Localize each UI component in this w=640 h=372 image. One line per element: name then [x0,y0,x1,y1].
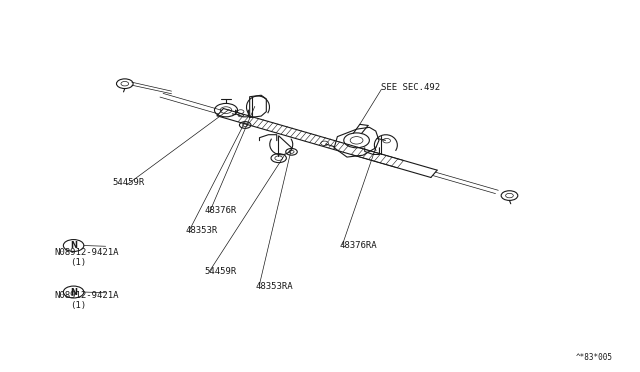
Text: 48353R: 48353R [186,226,218,235]
Text: 54459R: 54459R [112,178,144,187]
Text: 48376RA: 48376RA [339,241,377,250]
Text: N: N [70,288,77,296]
Text: (1): (1) [70,301,86,310]
Text: SEE SEC.492: SEE SEC.492 [381,83,440,92]
Text: N: N [70,241,77,250]
Text: ^*83*005: ^*83*005 [576,353,613,362]
Text: N08912-9421A: N08912-9421A [54,291,119,300]
Text: (1): (1) [70,258,86,267]
Text: 54459R: 54459R [205,267,237,276]
Text: 48376R: 48376R [205,206,237,215]
Text: 48353RA: 48353RA [256,282,294,291]
Text: N08912-9421A: N08912-9421A [54,248,119,257]
